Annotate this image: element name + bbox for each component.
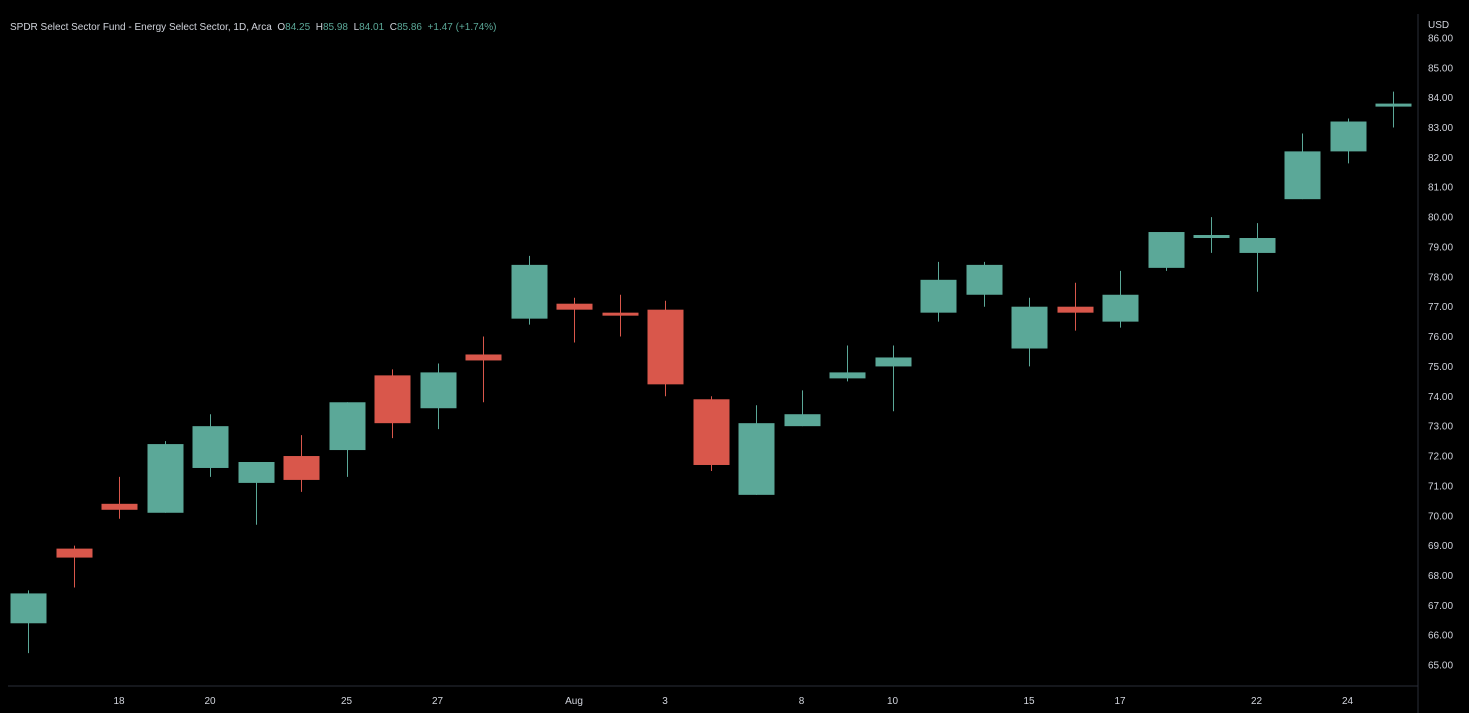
price-tick-label: 71.00 [1428,481,1453,492]
candle-body-up [1284,151,1321,200]
price-tick-label: 82.00 [1428,153,1453,164]
candle-body-up [920,279,957,313]
price-tick-label: 84.00 [1428,93,1453,104]
price-tick-label: 79.00 [1428,242,1453,253]
candle-body-up [1193,235,1230,239]
price-tick-label: 70.00 [1428,511,1453,522]
open-label: O [277,22,286,33]
price-tick-label: 76.00 [1428,332,1453,343]
price-tick-label: 67.00 [1428,601,1453,612]
price-tick-label: 75.00 [1428,362,1453,373]
price-tick-label: 74.00 [1428,392,1453,403]
candle-body-up [1375,103,1412,107]
candle-body-up [1330,121,1367,152]
time-tick-label: 22 [1251,696,1263,707]
candle-body-down [556,303,593,310]
candle-body-up [238,462,275,483]
price-tick-label: 66.00 [1428,631,1453,642]
price-tick-label: 65.00 [1428,661,1453,672]
price-tick-label: 73.00 [1428,422,1453,433]
price-tick-label: 83.00 [1428,123,1453,134]
candle-body-down [101,503,138,510]
candle-body-up [875,357,912,367]
change-value: +1.47 (+1.74%) [427,22,497,33]
time-tick-label: 18 [113,696,125,707]
time-tick-label: 25 [341,696,353,707]
time-tick-label: 8 [799,696,805,707]
candle-body-up [329,402,366,451]
candle-body-down [693,399,730,465]
price-tick-label: 86.00 [1428,33,1453,44]
candle-body-up [1011,306,1048,349]
candle-body-up [829,372,866,379]
open-value: 84.25 [285,22,311,33]
time-tick-label: 10 [887,696,899,707]
candle-body-down [374,375,411,424]
candle-body-up [1148,232,1185,268]
candle-body-up [966,264,1003,295]
time-tick-label: 17 [1114,696,1126,707]
time-tick-label: 20 [204,696,216,707]
candle-body-up [10,593,47,624]
high-label: H [315,22,323,33]
price-tick-label: 80.00 [1428,213,1453,224]
symbol-legend: SPDR Select Sector Fund - Energy Select … [10,22,496,33]
candle-body-down [465,354,502,361]
candles-group [10,91,1412,654]
price-tick-label: 85.00 [1428,63,1453,74]
time-tick-label: 27 [432,696,444,707]
candle-body-up [511,264,548,319]
close-label: C [389,22,397,33]
candle-body-up [192,426,229,468]
price-tick-label: 78.00 [1428,272,1453,283]
candle-body-down [56,548,93,558]
low-label: L [353,22,360,33]
candle-body-down [1057,306,1094,313]
candle-body-down [647,309,684,385]
price-axis-currency: USD [1428,20,1449,31]
time-tick-label: 3 [662,696,668,707]
candle-body-down [283,456,320,480]
price-tick-label: 69.00 [1428,541,1453,552]
price-tick-label: 77.00 [1428,302,1453,313]
price-tick-label: 68.00 [1428,571,1453,582]
time-tick-label: Aug [565,696,583,707]
symbol-title: SPDR Select Sector Fund - Energy Select … [10,22,272,33]
high-value: 85.98 [322,22,348,33]
candle-body-up [1239,238,1276,253]
candle-body-up [147,444,184,513]
candle-body-down [602,312,639,316]
price-tick-label: 72.00 [1428,452,1453,463]
close-value: 85.86 [396,22,422,33]
time-tick-label: 24 [1342,696,1354,707]
low-value: 84.01 [359,22,385,33]
price-tick-label: 81.00 [1428,183,1453,194]
candle-body-up [1102,294,1139,322]
time-tick-label: 15 [1023,696,1035,707]
candle-body-up [420,372,457,409]
candle-body-up [784,414,821,427]
candle-body-up [738,423,775,495]
